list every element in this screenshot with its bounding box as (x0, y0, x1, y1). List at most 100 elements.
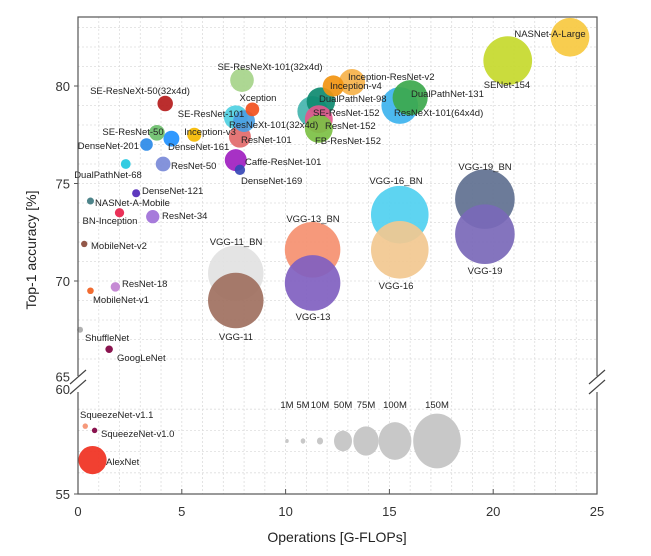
point-label: ResNeXt-101(64x4d) (394, 108, 483, 119)
point-label: SqueezeNet-v1.0 (101, 429, 174, 440)
bubble-fb-resnet-152 (304, 114, 333, 143)
bubble-senet-154 (483, 36, 533, 86)
bubble-googlenet (105, 345, 113, 354)
size-legend-label: 50M (334, 400, 353, 411)
x-tick-label: 10 (278, 504, 292, 519)
point-label: VGG-16 (379, 281, 414, 292)
bubble-vgg-11 (208, 272, 264, 329)
axis-break-mark (588, 379, 606, 395)
y-tick-label: 65 (56, 370, 70, 385)
size-legend-label: 150M (425, 400, 449, 411)
size-legend-label: 75M (357, 400, 376, 411)
size-legend-label: 10M (311, 400, 330, 411)
point-label: MobileNet-v1 (93, 295, 149, 306)
point-label: NASNet-A-Large (514, 29, 585, 40)
point-label: ResNet-50 (171, 161, 216, 172)
bubble-dualpathnet-131 (392, 80, 428, 116)
point-label: SENet-154 (484, 80, 530, 91)
x-tick-label: 20 (486, 504, 500, 519)
bubble-densenet-121 (132, 189, 141, 198)
point-labels: NASNet-A-Large SENet-154 Inception-ResNet-… (74, 29, 585, 468)
point-label: VGG-11 (219, 332, 253, 343)
axis-break-mark (69, 369, 87, 385)
bubble-densenet-201 (140, 138, 153, 151)
bubble-densenet-169 (234, 164, 246, 176)
bubble-alexnet (78, 445, 107, 475)
bubble-bn-inception (114, 208, 125, 218)
y-tick-label: 70 (56, 274, 70, 289)
bubble-xception (245, 102, 260, 117)
y-tick-label: 80 (56, 79, 70, 94)
bubble-se-resnext-50-32x4d- (157, 95, 173, 112)
point-label: AlexNet (106, 457, 140, 468)
axis-break-mark (588, 369, 606, 385)
point-label: MobileNet-v2 (91, 241, 147, 252)
point-label: DenseNet-121 (142, 186, 203, 197)
bubble-se-resnext-101-32x4d- (230, 68, 254, 92)
bubble-nasnet-a-large (550, 17, 590, 57)
bubble-resnext-101-32x4d- (233, 110, 255, 132)
point-label: Inception-v4 (330, 81, 382, 92)
bubbles (77, 17, 590, 475)
point-label: Inception-v3 (184, 127, 236, 138)
plot-frame (77, 16, 598, 495)
point-label: DenseNet-161 (168, 142, 229, 153)
size-legend-bubble (378, 422, 412, 460)
point-label: VGG-19 (468, 266, 503, 277)
point-label: ShuffleNet (85, 333, 130, 344)
point-label: DualPathNet-68 (74, 170, 142, 181)
y-tick-label: 75 (56, 177, 70, 192)
axis-break-gap (589, 376, 605, 392)
point-label: VGG-19_BN (458, 162, 511, 173)
y-axis-title: Top-1 accuracy [%] (23, 190, 39, 309)
size-legend-bubble (285, 438, 289, 444)
bubble-dualpathnet-68 (120, 159, 131, 169)
size-legend-label: 5M (296, 400, 309, 411)
point-label: ResNet-18 (122, 279, 167, 290)
point-label: VGG-13 (296, 312, 331, 323)
point-label: SE-ResNet-101 (178, 109, 245, 120)
bubble-mobilenet-v1 (87, 287, 94, 295)
bubble-squeezenet-v1-0 (91, 427, 98, 434)
point-label: Caffe-ResNet-101 (245, 157, 321, 168)
point-label: VGG-13_BN (286, 214, 339, 225)
size-legend-label: 100M (383, 400, 407, 411)
bubble-nasnet-a-mobile (86, 197, 94, 205)
point-label: NASNet-A-Mobile (95, 198, 170, 209)
point-label: SE-ResNeXt-101(32x4d) (217, 62, 322, 73)
x-tick-label: 5 (178, 504, 185, 519)
bubble-se-resnet-50 (149, 124, 165, 141)
point-label: ResNet-101 (241, 135, 292, 146)
point-label: DualPathNet-98 (319, 94, 387, 105)
size-legend-bubble (316, 437, 324, 445)
axes: 0 5 10 15 20 25 65 70 75 80 55 60 (56, 79, 606, 519)
point-label: SE-ResNet-152 (313, 108, 380, 119)
y-tick-label: 55 (56, 487, 70, 502)
point-label: Xception (240, 93, 277, 104)
point-label: ResNeXt-101(32x4d) (229, 120, 318, 131)
size-legend-label: 1M (280, 400, 293, 411)
bubble-vgg-16 (370, 221, 429, 279)
bubble-squeezenet-v1-1 (82, 423, 88, 429)
bubble-inception-v3 (187, 127, 202, 142)
point-label: DenseNet-169 (241, 176, 302, 187)
point-label: BN-Inception (83, 216, 138, 227)
axis-break-mark (69, 379, 87, 395)
size-legend-bubble (413, 413, 461, 469)
y-tick-label: 60 (56, 382, 70, 397)
point-label: ResNet-152 (325, 121, 376, 132)
bubble-resnet-50 (155, 156, 171, 172)
bubble-densenet-161 (163, 130, 180, 147)
bubble-resnet-34 (146, 210, 160, 224)
point-label: DualPathNet-131 (411, 89, 484, 100)
bubble-vgg-19 (455, 204, 515, 265)
bubble-resnet-18 (110, 282, 121, 292)
size-legend-bubble (334, 430, 352, 452)
size-legend: 1M 5M 10M 50M 75M 100M 150M (280, 400, 461, 469)
bubble-inception-v4 (322, 75, 344, 97)
point-label: VGG-11_BN (210, 237, 263, 248)
size-legend-bubble (353, 426, 379, 456)
x-tick-label: 0 (74, 504, 81, 519)
point-label: Inception-ResNet-v2 (348, 72, 435, 83)
